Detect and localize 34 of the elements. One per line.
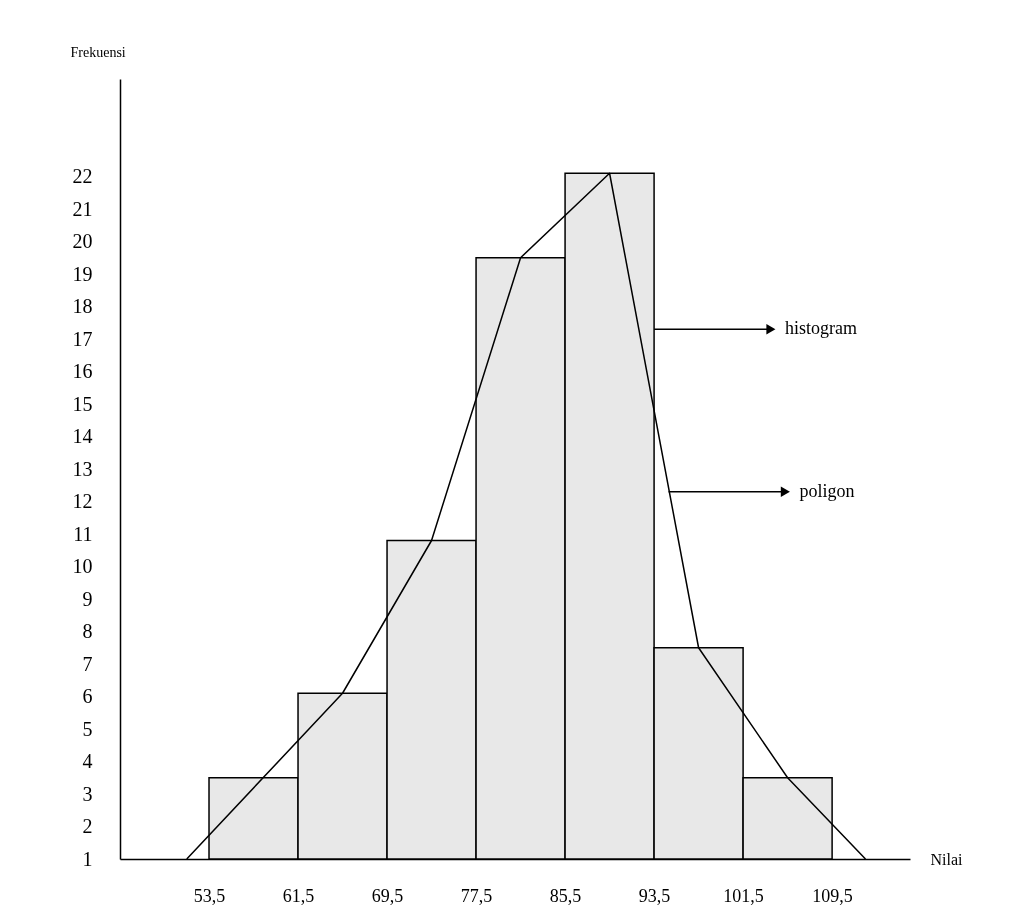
y-tick-label: 2: [82, 815, 93, 837]
annotation: poligon: [799, 480, 855, 501]
y-tick-label: 4: [82, 750, 93, 772]
x-tick-label: 109,5: [812, 885, 853, 906]
y-axis-title: Frekuensi: [70, 44, 126, 60]
y-tick-label: 5: [82, 717, 93, 740]
y-tick-label: 19: [72, 262, 93, 285]
x-axis-title: Nilai: [930, 850, 964, 868]
y-tick-label: 11: [73, 522, 93, 545]
y-tick-label: 14: [72, 425, 93, 447]
x-tick-label: 77,5: [460, 885, 493, 906]
y-tick-label: 22: [72, 165, 93, 187]
y-tick-label: 7: [82, 652, 93, 675]
y-tick-label: 12: [72, 490, 93, 512]
y-tick-label: 17: [72, 327, 93, 350]
y-tick-label: 15: [72, 392, 93, 415]
y-tick-label: 1: [82, 847, 93, 870]
y-tick-label: 8: [82, 620, 93, 642]
x-tick-label: 93,5: [638, 885, 671, 906]
y-tick-label: 9: [82, 587, 93, 610]
x-tick-label: 69,5: [371, 885, 404, 906]
x-tick-label: 85,5: [549, 885, 582, 906]
y-tick-label: 16: [72, 360, 93, 382]
y-tick-label: 20: [72, 230, 93, 252]
y-tick-label: 13: [72, 457, 93, 480]
y-tick-label: 21: [72, 197, 93, 220]
y-tick-label: 18: [72, 295, 93, 317]
y-tick-label: 3: [82, 782, 93, 805]
x-tick-label: 101,5: [723, 885, 764, 906]
y-tick-label: 6: [82, 685, 93, 707]
y-tick-label: 10: [72, 555, 93, 577]
x-tick-label: 61,5: [282, 885, 315, 906]
annotation: histogram: [784, 318, 857, 339]
x-tick-label: 53,5: [193, 885, 226, 906]
